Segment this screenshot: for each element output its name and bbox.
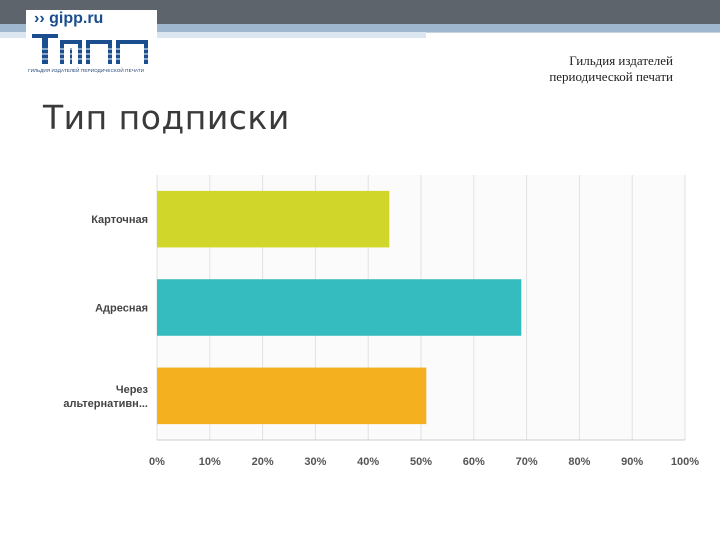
logo-url-text: ›› gipp.ru — [34, 10, 104, 27]
x-tick-label: 0% — [149, 456, 165, 468]
top-band-light — [0, 32, 720, 38]
bar — [157, 367, 427, 425]
category-label: Через альтернативн... — [63, 384, 148, 410]
page-title: Тип подписки — [43, 98, 290, 137]
x-tick-label: 10% — [199, 456, 221, 468]
top-band-blue — [0, 24, 720, 32]
gipp-logo-icon — [32, 34, 152, 64]
x-tick-label: 50% — [410, 456, 432, 468]
gipp-logo: ›› gipp.ru ГИЛЬДИЯ ИЗДАТЕЛЕЙ ПЕРИОДИЧЕСК… — [26, 10, 157, 76]
x-tick-label: 80% — [568, 456, 590, 468]
top-band-tab — [426, 32, 720, 47]
x-tick-label: 20% — [252, 456, 274, 468]
organization-name-line2: периодической печати — [549, 69, 673, 84]
x-tick-label: 70% — [516, 456, 538, 468]
organization-name: Гильдия издателей периодической печати — [480, 53, 673, 85]
bar — [157, 190, 390, 248]
x-tick-label: 40% — [357, 456, 379, 468]
bar — [157, 279, 522, 336]
x-tick-label: 90% — [621, 456, 643, 468]
x-tick-label: 30% — [304, 456, 326, 468]
organization-name-line1: Гильдия издателей — [569, 53, 673, 68]
logo-caption: ГИЛЬДИЯ ИЗДАТЕЛЕЙ ПЕРИОДИЧЕСКОЙ ПЕЧАТИ — [28, 68, 145, 73]
category-label: Карточная — [91, 214, 148, 226]
x-tick-label: 100% — [671, 456, 699, 468]
category-label: Адресная — [95, 303, 148, 315]
x-tick-label: 60% — [463, 456, 485, 468]
